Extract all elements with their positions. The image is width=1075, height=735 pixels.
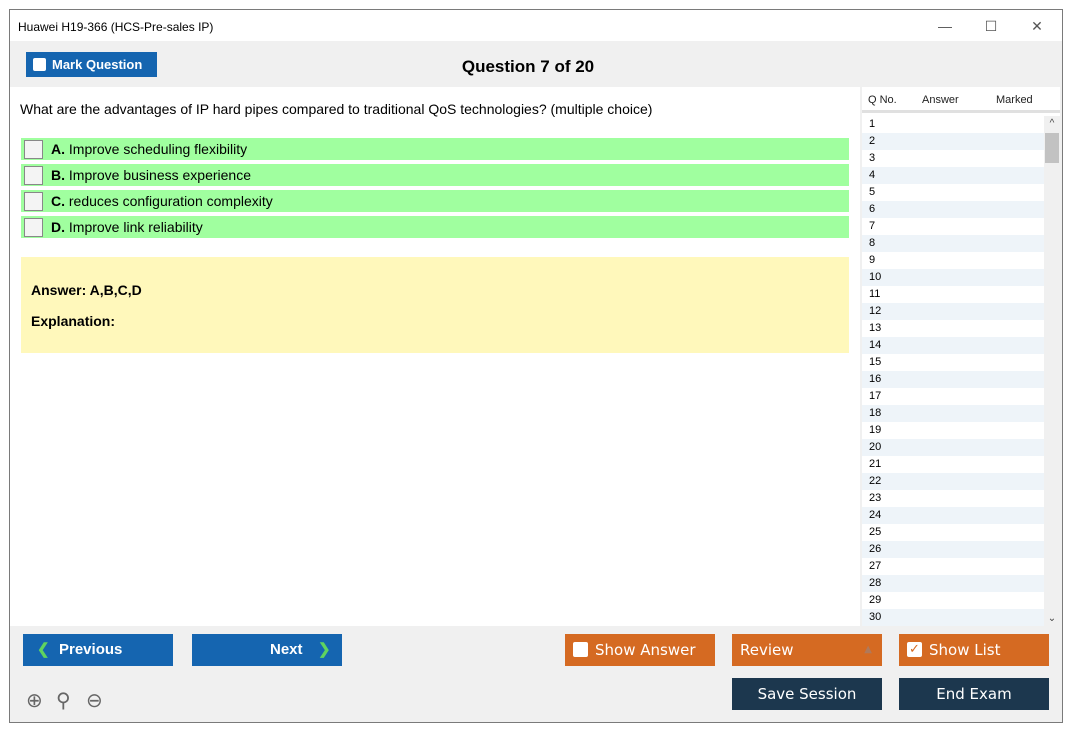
save-session-button[interactable]: Save Session: [732, 678, 882, 710]
checkbox[interactable]: [24, 140, 43, 159]
list-row[interactable]: 16: [862, 371, 1044, 388]
scrollbar[interactable]: ^ ⌄: [1044, 116, 1060, 626]
option-text: Improve link reliability: [68, 219, 203, 235]
list-row[interactable]: 4: [862, 167, 1044, 184]
option-b[interactable]: B. Improve business experience: [21, 164, 849, 186]
scroll-up-icon[interactable]: ^: [1049, 118, 1055, 129]
end-exam-button[interactable]: End Exam: [899, 678, 1049, 710]
show-list-label: Show List: [929, 641, 1001, 659]
option-text: reduces configuration complexity: [68, 193, 273, 209]
title-bar: Huawei H19-366 (HCS-Pre-sales IP) — ☐ ✕: [10, 10, 1062, 41]
option-c[interactable]: C. reduces configuration complexity: [21, 190, 849, 212]
show-answer-label: Show Answer: [595, 641, 696, 659]
toolbar: Mark Question Question 7 of 20: [10, 41, 1062, 87]
list-row[interactable]: 22: [862, 473, 1044, 490]
option-letter: A.: [51, 141, 65, 157]
checkbox-icon: [573, 642, 588, 657]
list-row[interactable]: 18: [862, 405, 1044, 422]
mark-question-label: Mark Question: [52, 57, 143, 72]
checkbox[interactable]: [24, 218, 43, 237]
answer-box: Answer: A,B,C,D Explanation:: [21, 257, 849, 353]
show-list-button[interactable]: ✓ Show List: [899, 634, 1049, 666]
scroll-thumb[interactable]: [1045, 133, 1059, 163]
explanation-label: Explanation:: [31, 313, 116, 329]
close-button[interactable]: ✕: [1031, 18, 1043, 34]
review-dropdown[interactable]: Review ▲: [732, 634, 882, 666]
list-row[interactable]: 6: [862, 201, 1044, 218]
list-row[interactable]: 1: [869, 118, 876, 130]
chevron-left-icon: ❮: [37, 641, 50, 658]
chevron-right-icon: ❯: [318, 641, 331, 658]
list-row[interactable]: 3: [869, 152, 876, 164]
review-label: Review: [740, 641, 794, 659]
header-qno: Q No.: [868, 94, 897, 106]
option-text: Improve business experience: [68, 167, 251, 183]
list-row[interactable]: 11: [869, 288, 881, 300]
question-list: Q No. Answer Marked 1 2 3 4 5 6 7 8 9 10 11 12 13 14 1…: [862, 87, 1060, 626]
list-row[interactable]: 8: [862, 235, 1044, 252]
question-text: What are the advantages of IP hard pipes…: [20, 101, 653, 117]
zoom-in-icon[interactable]: ⊕: [26, 690, 43, 712]
header-marked: Marked: [996, 94, 1033, 106]
list-row[interactable]: 26: [862, 541, 1044, 558]
list-row[interactable]: 5: [869, 186, 876, 198]
list-row[interactable]: 23: [869, 492, 882, 504]
option-letter: C.: [51, 193, 65, 209]
option-letter: B.: [51, 167, 65, 183]
option-a[interactable]: A. Improve scheduling flexibility: [21, 138, 849, 160]
zoom-out-icon[interactable]: ⊖: [86, 690, 103, 712]
list-row[interactable]: 14: [862, 337, 1044, 354]
window-title: Huawei H19-366 (HCS-Pre-sales IP): [18, 20, 214, 34]
list-row[interactable]: 7: [869, 220, 876, 232]
list-row[interactable]: 9: [869, 254, 876, 266]
list-row[interactable]: 25: [869, 526, 882, 538]
show-answer-button[interactable]: Show Answer: [565, 634, 715, 666]
list-row[interactable]: 28: [862, 575, 1044, 592]
zoom-reset-icon[interactable]: ⚲: [56, 690, 71, 712]
list-row[interactable]: 12: [862, 303, 1044, 320]
list-row[interactable]: 15: [869, 356, 882, 368]
next-button[interactable]: Next ❯: [192, 634, 342, 666]
previous-label: Previous: [59, 641, 123, 658]
list-row[interactable]: 27: [869, 560, 882, 572]
scroll-down-icon[interactable]: ⌄: [1047, 613, 1057, 624]
list-row[interactable]: 30: [862, 609, 1044, 626]
option-letter: D.: [51, 219, 65, 235]
list-row[interactable]: 10: [862, 269, 1044, 286]
list-header: Q No. Answer Marked: [862, 87, 1060, 113]
previous-button[interactable]: ❮ Previous: [23, 634, 173, 666]
minimize-button[interactable]: —: [938, 18, 952, 34]
list-row[interactable]: 20: [862, 439, 1044, 456]
option-d[interactable]: D. Improve link reliability: [21, 216, 849, 238]
list-row[interactable]: 29: [869, 594, 882, 606]
option-text: Improve scheduling flexibility: [68, 141, 248, 157]
question-counter: Question 7 of 20: [461, 57, 595, 76]
checked-checkbox-icon: ✓: [907, 642, 922, 657]
checkbox[interactable]: [24, 166, 43, 185]
header-answer: Answer: [922, 94, 959, 106]
checkbox-icon: [33, 58, 46, 71]
checkbox[interactable]: [24, 192, 43, 211]
caret-up-icon: ▲: [864, 644, 872, 655]
question-pane: What are the advantages of IP hard pipes…: [10, 87, 860, 626]
list-row[interactable]: 21: [869, 458, 882, 470]
next-label: Next: [270, 641, 303, 658]
list-row[interactable]: 2: [862, 133, 1044, 150]
app-window: Huawei H19-366 (HCS-Pre-sales IP) — ☐ ✕ …: [9, 9, 1063, 723]
list-row[interactable]: 17: [869, 390, 882, 402]
list-row[interactable]: 19: [869, 424, 882, 436]
mark-question-button[interactable]: Mark Question: [26, 52, 157, 77]
answer-text: Answer: A,B,C,D: [31, 282, 142, 298]
list-row[interactable]: 13: [869, 322, 882, 334]
maximize-button[interactable]: ☐: [984, 18, 998, 34]
list-row[interactable]: 24: [862, 507, 1044, 524]
